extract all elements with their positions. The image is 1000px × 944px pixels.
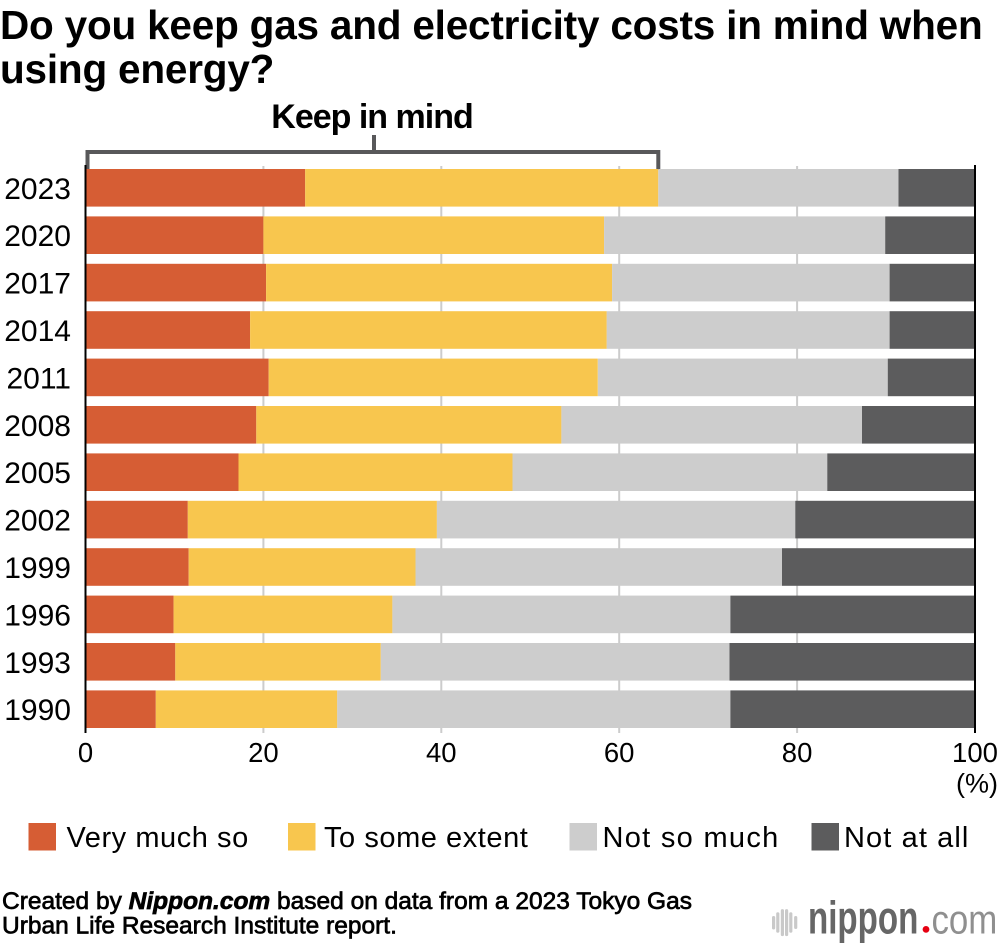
svg-text:2017: 2017	[4, 268, 71, 301]
svg-text:1999: 1999	[4, 552, 71, 585]
svg-text:2008: 2008	[4, 410, 71, 443]
svg-text:100: 100	[952, 737, 998, 768]
svg-text:Do you keep gas and electricit: Do you keep gas and electricity costs in…	[0, 2, 983, 48]
svg-text:60: 60	[604, 737, 635, 768]
svg-text:Very much so: Very much so	[67, 822, 249, 854]
svg-text:To some extent: To some extent	[324, 822, 528, 854]
svg-text:2002: 2002	[4, 505, 71, 538]
svg-text:20: 20	[248, 737, 279, 768]
svg-text:1993: 1993	[4, 647, 71, 680]
svg-text:1990: 1990	[4, 694, 71, 727]
svg-text:(%): (%)	[956, 769, 998, 799]
svg-text:2020: 2020	[4, 220, 71, 253]
svg-text:Urban Life Research Institute: Urban Life Research Institute report.	[2, 913, 397, 940]
svg-text:40: 40	[426, 737, 457, 768]
svg-text:2014: 2014	[4, 315, 71, 348]
svg-text:Created by Nippon.com based on: Created by Nippon.com based on data from…	[2, 888, 692, 915]
svg-text:1996: 1996	[4, 599, 71, 632]
svg-text:com: com	[932, 898, 998, 943]
svg-text:Not so much: Not so much	[603, 822, 780, 854]
svg-text:0: 0	[78, 737, 93, 768]
svg-text:2023: 2023	[4, 173, 71, 206]
svg-text:Keep in mind: Keep in mind	[271, 98, 472, 136]
svg-text:Not at all: Not at all	[844, 822, 969, 854]
svg-text:using energy?: using energy?	[0, 46, 274, 92]
svg-text:2011: 2011	[6, 362, 71, 395]
svg-text:nippon: nippon	[808, 893, 918, 943]
svg-text:80: 80	[782, 737, 813, 768]
svg-text:2005: 2005	[4, 457, 71, 490]
